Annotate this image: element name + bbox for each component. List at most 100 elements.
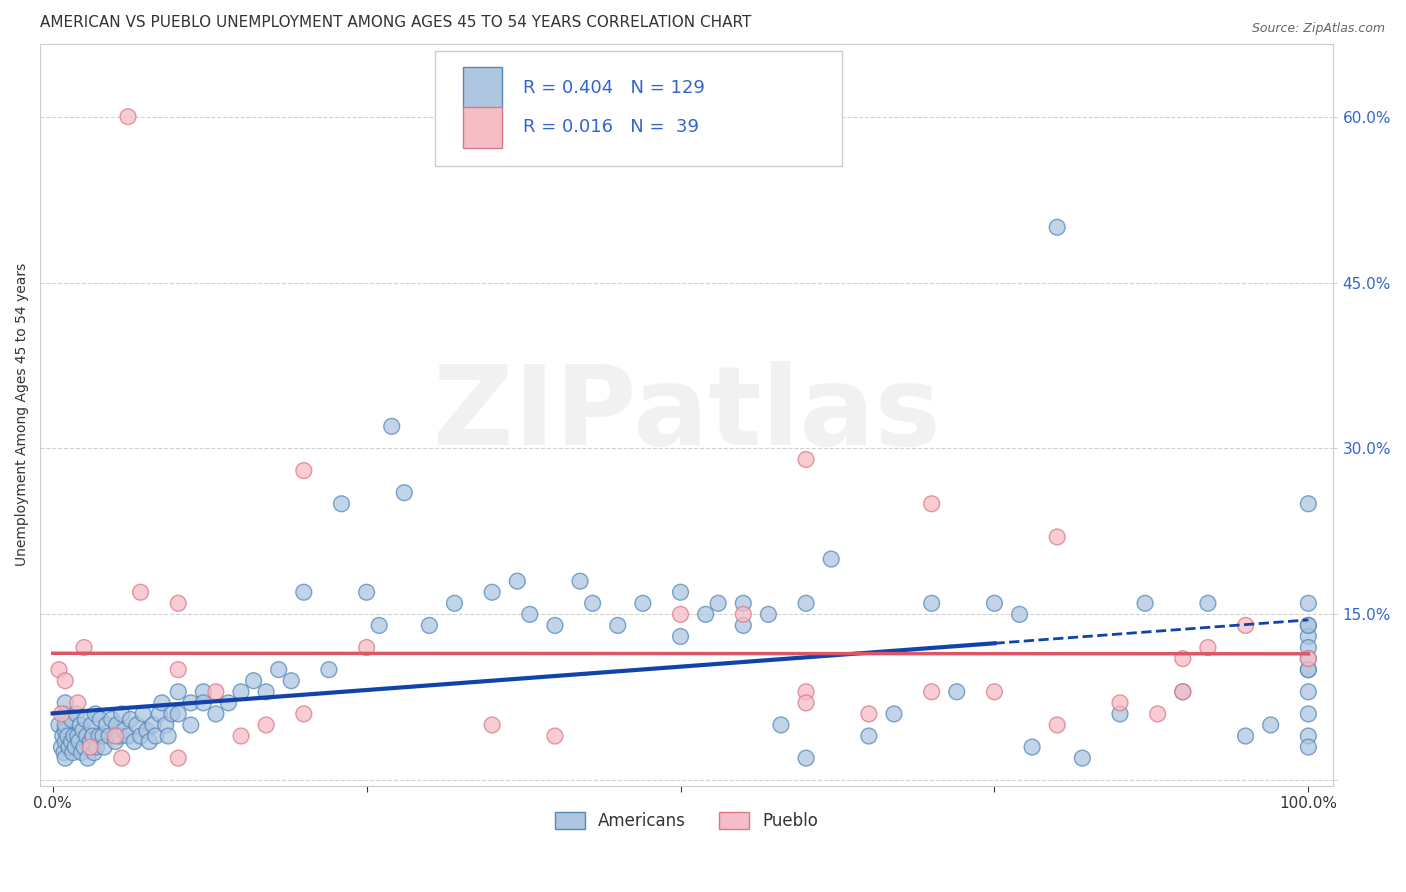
Legend: Americans, Pueblo: Americans, Pueblo: [548, 805, 825, 837]
Point: [418, 618, 440, 632]
Point: [254, 685, 277, 699]
Point: [381, 419, 404, 434]
Point: [506, 574, 529, 589]
Point: [1197, 640, 1219, 655]
Point: [73, 640, 96, 655]
Point: [794, 452, 817, 467]
Point: [150, 696, 173, 710]
Point: [86, 740, 108, 755]
Point: [1008, 607, 1031, 622]
Point: [794, 751, 817, 765]
Point: [100, 713, 122, 727]
Point: [79, 734, 101, 748]
Point: [1234, 618, 1257, 632]
Point: [733, 618, 755, 632]
Point: [1298, 618, 1320, 632]
FancyBboxPatch shape: [434, 51, 842, 166]
Point: [1234, 729, 1257, 743]
Point: [83, 746, 105, 760]
Point: [125, 718, 148, 732]
Point: [1298, 596, 1320, 610]
Point: [120, 713, 142, 727]
Point: [292, 585, 315, 599]
Point: [733, 607, 755, 622]
Point: [157, 729, 180, 743]
Point: [63, 729, 86, 743]
Point: [794, 696, 817, 710]
Point: [52, 729, 75, 743]
Point: [180, 718, 202, 732]
Y-axis label: Unemployment Among Ages 45 to 54 years: Unemployment Among Ages 45 to 54 years: [15, 263, 30, 566]
Point: [105, 718, 128, 732]
Point: [62, 746, 84, 760]
Point: [66, 729, 89, 743]
Point: [60, 713, 83, 727]
Point: [330, 497, 353, 511]
Point: [1298, 651, 1320, 665]
Point: [519, 607, 541, 622]
Point: [229, 685, 252, 699]
Text: ZIPatlas: ZIPatlas: [433, 361, 941, 468]
Point: [91, 729, 114, 743]
Point: [292, 464, 315, 478]
Point: [48, 718, 70, 732]
Point: [921, 596, 943, 610]
Point: [138, 734, 160, 748]
Point: [544, 729, 567, 743]
Point: [1046, 718, 1069, 732]
Point: [167, 685, 190, 699]
Point: [217, 696, 239, 710]
Point: [84, 706, 107, 721]
Point: [51, 706, 73, 721]
Point: [79, 740, 101, 755]
Point: [142, 718, 165, 732]
Point: [167, 751, 190, 765]
Point: [758, 607, 780, 622]
Text: R = 0.404   N = 129: R = 0.404 N = 129: [523, 78, 704, 97]
Point: [76, 751, 98, 765]
Point: [267, 663, 290, 677]
Point: [669, 585, 692, 599]
Point: [1171, 685, 1194, 699]
Point: [93, 740, 115, 755]
Point: [242, 673, 264, 688]
Point: [58, 740, 80, 755]
Point: [160, 706, 183, 721]
Point: [1071, 751, 1094, 765]
Point: [135, 723, 157, 738]
Point: [858, 706, 880, 721]
Point: [60, 734, 83, 748]
Point: [581, 596, 603, 610]
Point: [1298, 740, 1320, 755]
Point: [53, 696, 76, 710]
Point: [368, 618, 391, 632]
Point: [117, 729, 139, 743]
Point: [1146, 706, 1168, 721]
FancyBboxPatch shape: [463, 107, 502, 147]
Point: [1298, 640, 1320, 655]
Point: [167, 663, 190, 677]
Point: [48, 663, 70, 677]
Point: [65, 706, 87, 721]
Point: [569, 574, 592, 589]
Point: [53, 718, 76, 732]
Point: [820, 552, 842, 566]
Point: [921, 497, 943, 511]
Point: [53, 723, 76, 738]
Point: [89, 729, 111, 743]
Point: [883, 706, 905, 721]
Point: [1109, 696, 1132, 710]
Text: R = 0.016   N =  39: R = 0.016 N = 39: [523, 118, 699, 136]
Point: [108, 729, 131, 743]
Point: [1021, 740, 1043, 755]
Point: [1171, 651, 1194, 665]
Point: [111, 751, 134, 765]
Point: [70, 746, 93, 760]
Point: [53, 706, 76, 721]
Point: [733, 596, 755, 610]
Point: [53, 673, 76, 688]
Point: [129, 585, 152, 599]
Point: [111, 706, 134, 721]
Point: [1197, 596, 1219, 610]
Point: [82, 729, 104, 743]
